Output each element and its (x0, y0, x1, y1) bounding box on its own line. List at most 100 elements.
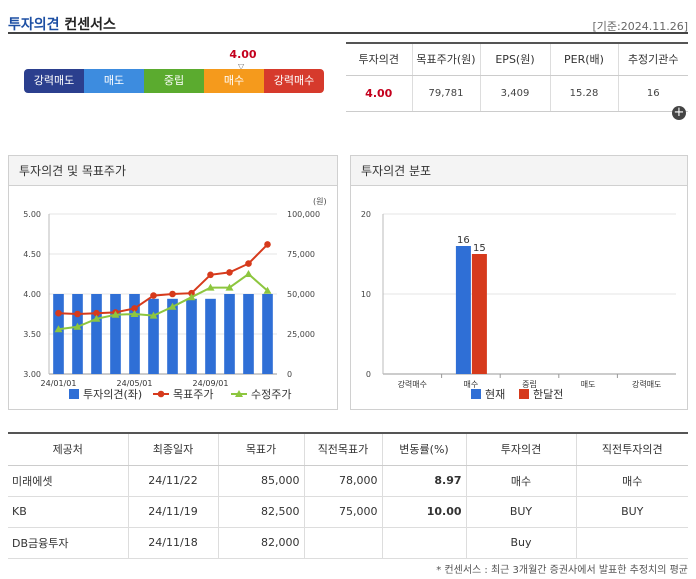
summary-per-value: 15.28 (549, 75, 618, 112)
month-ago-bar (471, 254, 487, 374)
x-tick-label: 강력매도 (632, 379, 661, 389)
opinion-target-price-panel: 투자의견 및 목표주가 5.00 4.50 4.00 3.50 3.00 100,000 7… (8, 155, 338, 410)
provider-header: 변동률(%) (381, 432, 466, 466)
prev-opinion: 매수 (575, 465, 688, 497)
gauge-segment-strong-sell: 강력매도 (24, 69, 84, 93)
last-date: 24/11/22 (127, 465, 218, 497)
gauge-segment-strong-buy: 강력매수 (264, 69, 324, 93)
provider-header: 제공처 (8, 432, 128, 466)
prev-target-price: 75,000 (303, 496, 382, 528)
change-rate (381, 527, 466, 559)
provider-header-row: 제공처 최종일자 목표가 직전목표가 변동률(%) 투자의견 직전투자의견 (8, 432, 688, 466)
opinion: 매수 (465, 465, 576, 497)
provider-header: 최종일자 (127, 432, 218, 466)
y-tick-label: 10 (361, 290, 371, 299)
adjusted-price-point (54, 325, 63, 333)
provider-header: 직전투자의견 (575, 432, 688, 466)
adjusted-price-point (244, 270, 253, 277)
opinion-distribution-panel: 투자의견 분포 20 10 0 강력매수 매수 중립 매도 강력매도 16 15 현재 한달전 (350, 155, 688, 410)
summary-target-price-value: 79,781 (411, 75, 480, 112)
legend-label-target: 목표주가 (173, 388, 213, 401)
opinion-gauge: 4.00 ▽ 강력매도 매도 중립 매수 강력매수 (24, 48, 324, 108)
opinion-bar (148, 298, 159, 374)
change-rate: 10.00 (381, 496, 466, 528)
summary-header: PER(배) (549, 42, 618, 76)
current-bar (455, 246, 471, 374)
adjusted-price-point (206, 283, 215, 291)
adjusted-price-point (92, 314, 101, 322)
page-title-blue: 투자의견 (8, 17, 60, 33)
last-date: 24/11/18 (127, 527, 218, 559)
summary-value-row: 4.00 79,781 3,409 15.28 16 (346, 75, 688, 112)
x-tick-label: 24/09/01 (193, 379, 229, 388)
target-price: 85,000 (217, 465, 304, 497)
provider-table: 제공처 최종일자 목표가 직전목표가 변동률(%) 투자의견 직전투자의견 미래… (8, 432, 688, 559)
y-left-tick-label: 4.00 (23, 290, 41, 299)
provider-header: 직전목표가 (303, 432, 382, 466)
bar-data-label: 15 (473, 243, 486, 254)
summary-opinion-value: 4.00 (346, 75, 412, 112)
provider-name: 미래에셋 (8, 465, 128, 497)
target-price-point (264, 241, 271, 248)
legend-swatch-month-ago (519, 389, 529, 399)
opinion-bar (129, 294, 140, 374)
gauge-segment-hold: 중립 (144, 69, 204, 93)
opinion-target-price-chart: 5.00 4.50 4.00 3.50 3.00 100,000 75,000 50,000 2… (23, 197, 326, 401)
page-title: 투자의견 컨센서스 (8, 14, 116, 34)
target-price-point (226, 269, 233, 276)
target-price-line (58, 243, 269, 316)
gauge-segment-buy: 매수 (204, 69, 264, 93)
y-tick-label: 20 (361, 210, 371, 219)
x-tick-label: 매도 (581, 380, 596, 389)
y-left-tick-label: 5.00 (23, 210, 41, 219)
provider-name: KB (8, 496, 128, 528)
prev-opinion (575, 527, 688, 559)
target-price-point (55, 309, 62, 317)
legend-label-opinion: 투자의견(좌) (83, 388, 142, 401)
table-row[interactable]: 미래에셋 24/11/22 85,000 78,000 8.97 매수 매수 (8, 465, 688, 497)
summary-eps-value: 3,409 (479, 75, 550, 112)
x-tick-label: 강력매수 (398, 379, 427, 389)
target-price-point (150, 292, 157, 299)
y-left-tick-label: 4.50 (23, 250, 41, 259)
opinion: BUY (465, 496, 576, 528)
legend-marker-adjusted (235, 390, 243, 397)
consensus-summary-table: 투자의견 목표주가(원) EPS(원) PER(배) 추정기관수 4.00 79… (346, 42, 688, 112)
target-price-point (93, 309, 100, 317)
target-price-point (169, 290, 176, 298)
target-price: 82,000 (217, 527, 304, 559)
opinion-bar (110, 294, 121, 374)
prev-opinion: BUY (575, 496, 688, 528)
legend-label-adjusted: 수정주가 (251, 388, 291, 401)
opinion-bar (91, 294, 102, 374)
adjusted-price-point (130, 310, 139, 317)
adjusted-price-point (187, 293, 196, 301)
legend-label-month-ago: 한달전 (533, 388, 563, 401)
y-left-tick-label: 3.50 (23, 330, 41, 339)
y-right-tick-label: 0 (287, 370, 292, 379)
plus-circle-icon[interactable]: + (672, 105, 686, 120)
change-rate: 8.97 (381, 465, 466, 497)
adjusted-price-point (149, 311, 158, 319)
table-row[interactable]: KB 24/11/19 82,500 75,000 10.00 BUY BUY (8, 496, 688, 528)
table-row[interactable]: DB금융투자 24/11/18 82,000 Buy (8, 527, 688, 559)
y-right-tick-label: 100,000 (287, 210, 320, 219)
gauge-segment-sell: 매도 (84, 69, 144, 93)
opinion-bar (262, 294, 273, 374)
page-title-dark: 컨센서스 (64, 17, 116, 33)
y-right-tick-label: 25,000 (287, 330, 315, 339)
adjusted-price-point (263, 286, 272, 294)
prev-target-price (303, 527, 382, 559)
y-right-tick-label: 75,000 (287, 250, 315, 259)
opinion-bar (167, 298, 178, 374)
opinion-bar (243, 294, 254, 374)
footnote: * 컨센서스 : 최근 3개월간 증권사에서 발표한 추정치의 평균 (436, 565, 688, 576)
x-tick-label: 매수 (464, 380, 479, 389)
adjusted-price-point (111, 310, 120, 318)
opinion-bar (186, 298, 197, 374)
x-tick-label: 중립 (522, 380, 537, 389)
opinion-bar (72, 294, 83, 374)
summary-header: 추정기관수 (617, 42, 688, 76)
summary-header: 목표주가(원) (411, 42, 480, 76)
